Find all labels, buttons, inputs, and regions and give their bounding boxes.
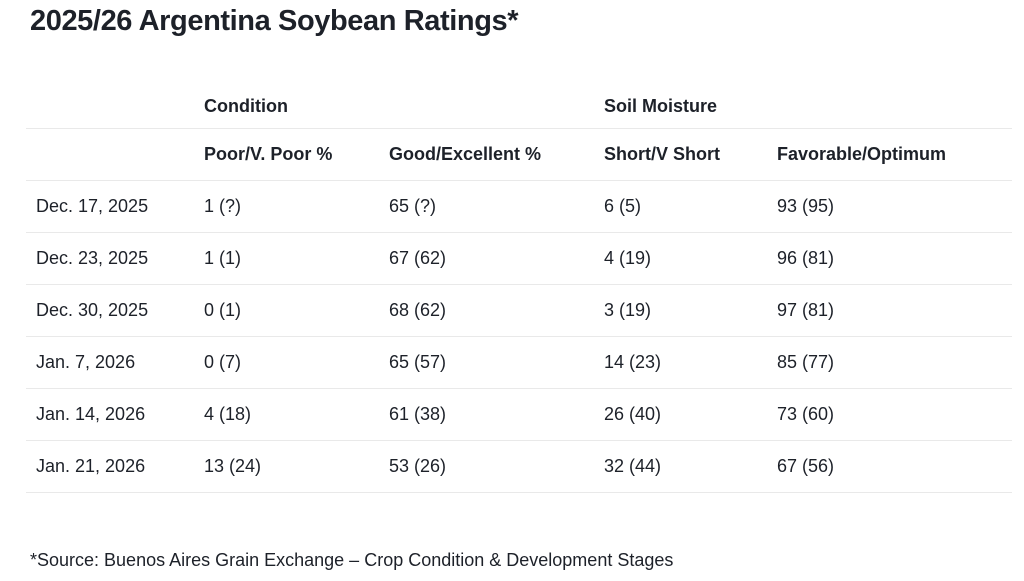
value-cell-short: 26 (40) (604, 403, 662, 424)
value-cell-good: 67 (62) (389, 247, 447, 268)
value-cell-poor: 1 (?) (204, 195, 242, 216)
value-cell-poor: 4 (18) (204, 403, 252, 424)
value-cell-good: 65 (57) (389, 351, 447, 372)
table-row: Dec. 23, 2025 1 (1) 67 (62) 4 (19) 96 (8… (26, 232, 1013, 285)
value-cell-good: 65 (?) (389, 195, 437, 216)
page-title: 2025/26 Argentina Soybean Ratings* (30, 5, 519, 37)
value-cell-favorable: 96 (81) (777, 247, 835, 268)
value-cell-short: 32 (44) (604, 455, 662, 476)
date-cell: Dec. 30, 2025 (36, 299, 149, 320)
table-row: Dec. 17, 2025 1 (?) 65 (?) 6 (5) 93 (95) (26, 180, 1013, 233)
date-cell: Jan. 21, 2026 (36, 455, 146, 476)
value-cell-short: 6 (5) (604, 195, 642, 216)
value-cell-poor: 0 (7) (204, 351, 242, 372)
group-header-row: Condition Soil Moisture (26, 85, 1013, 129)
group-header-condition: Condition (204, 96, 288, 117)
table-row: Jan. 14, 2026 4 (18) 61 (38) 26 (40) 73 … (26, 388, 1013, 441)
date-cell: Jan. 14, 2026 (36, 403, 146, 424)
date-cell: Jan. 7, 2026 (36, 351, 136, 372)
value-cell-good: 61 (38) (389, 403, 447, 424)
date-cell: Dec. 23, 2025 (36, 247, 149, 268)
table-row: Jan. 7, 2026 0 (7) 65 (57) 14 (23) 85 (7… (26, 336, 1013, 389)
source-footnote: *Source: Buenos Aires Grain Exchange – C… (30, 549, 674, 570)
value-cell-favorable: 85 (77) (777, 351, 835, 372)
column-header-poor: Poor/V. Poor % (204, 143, 333, 164)
ratings-table: Condition Soil Moisture Poor/V. Poor % G… (26, 85, 1013, 493)
value-cell-favorable: 97 (81) (777, 299, 835, 320)
value-cell-poor: 0 (1) (204, 299, 242, 320)
column-header-row: Poor/V. Poor % Good/Excellent % Short/V … (26, 128, 1013, 181)
value-cell-short: 3 (19) (604, 299, 652, 320)
table-row: Dec. 30, 2025 0 (1) 68 (62) 3 (19) 97 (8… (26, 284, 1013, 337)
date-cell: Dec. 17, 2025 (36, 195, 149, 216)
value-cell-short: 4 (19) (604, 247, 652, 268)
value-cell-favorable: 73 (60) (777, 403, 835, 424)
value-cell-favorable: 93 (95) (777, 195, 835, 216)
value-cell-good: 68 (62) (389, 299, 447, 320)
group-header-soil-moisture: Soil Moisture (604, 96, 718, 117)
column-header-date (26, 128, 204, 180)
value-cell-short: 14 (23) (604, 351, 662, 372)
column-header-good: Good/Excellent % (389, 143, 542, 164)
value-cell-poor: 13 (24) (204, 455, 262, 476)
value-cell-favorable: 67 (56) (777, 455, 835, 476)
value-cell-poor: 1 (1) (204, 247, 242, 268)
value-cell-good: 53 (26) (389, 455, 447, 476)
table-row: Jan. 21, 2026 13 (24) 53 (26) 32 (44) 67… (26, 440, 1013, 493)
table-corner-cell (26, 85, 204, 128)
column-header-short: Short/V Short (604, 143, 721, 164)
column-header-favorable: Favorable/Optimum (777, 143, 947, 164)
